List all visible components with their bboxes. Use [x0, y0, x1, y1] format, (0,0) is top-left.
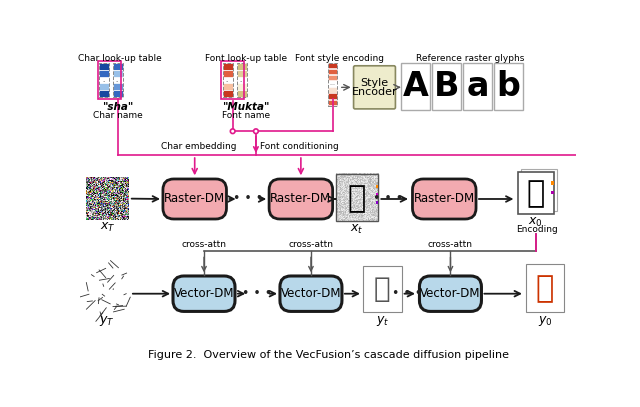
Circle shape — [230, 129, 235, 133]
Text: Vector-DM: Vector-DM — [281, 287, 341, 300]
Bar — [99, 63, 109, 70]
Bar — [237, 63, 246, 70]
Bar — [328, 88, 337, 93]
Text: $x_t$: $x_t$ — [350, 223, 364, 236]
Bar — [494, 63, 524, 110]
Bar — [363, 266, 402, 312]
Bar — [328, 75, 337, 81]
Bar — [376, 201, 378, 204]
Text: ...: ... — [330, 81, 335, 86]
Bar — [113, 63, 123, 70]
Text: ..: .. — [240, 77, 243, 83]
Bar — [463, 63, 492, 110]
Text: Encoding: Encoding — [516, 225, 558, 234]
Bar — [328, 63, 337, 106]
Text: ..: .. — [116, 77, 119, 83]
Bar — [223, 90, 233, 97]
Text: $x_T$: $x_T$ — [100, 221, 115, 234]
FancyBboxPatch shape — [419, 276, 481, 311]
Text: Vector-DM: Vector-DM — [420, 287, 481, 300]
Text: • • •: • • • — [243, 287, 273, 300]
Bar — [376, 193, 378, 196]
Bar — [336, 173, 378, 221]
Bar — [113, 83, 123, 90]
FancyBboxPatch shape — [173, 276, 235, 311]
Bar — [376, 185, 378, 188]
Text: • • •: • • • — [372, 193, 403, 206]
Text: $y_0$: $y_0$ — [538, 314, 552, 328]
Text: Raster-DM: Raster-DM — [270, 193, 332, 206]
Text: ..: .. — [226, 77, 229, 83]
Bar — [223, 63, 233, 97]
Bar — [99, 63, 109, 97]
Text: $y_T$: $y_T$ — [99, 315, 115, 328]
Text: Font look-up table: Font look-up table — [205, 54, 287, 63]
Bar — [328, 100, 337, 105]
Bar — [328, 94, 337, 99]
Bar — [113, 90, 123, 97]
Bar — [99, 83, 109, 90]
FancyBboxPatch shape — [353, 66, 396, 109]
Bar — [221, 61, 244, 99]
Text: cross-attn: cross-attn — [182, 240, 227, 249]
Text: A: A — [403, 70, 429, 103]
Circle shape — [253, 129, 259, 133]
Bar — [551, 190, 554, 195]
Text: • • •: • • • — [392, 287, 422, 300]
Text: "sha": "sha" — [102, 102, 134, 112]
Bar — [401, 63, 430, 110]
Text: র: র — [527, 179, 545, 208]
Bar — [339, 173, 378, 218]
Text: $x_0$: $x_0$ — [529, 216, 543, 229]
Text: • • •: • • • — [233, 193, 263, 206]
Bar — [223, 70, 233, 77]
Bar — [113, 63, 123, 97]
Bar — [237, 83, 246, 90]
Bar — [432, 63, 461, 110]
Text: Encoder: Encoder — [352, 87, 397, 97]
Text: B: B — [434, 70, 460, 103]
Bar — [328, 63, 337, 68]
Text: র: র — [374, 275, 390, 303]
Text: Raster-DM: Raster-DM — [413, 193, 475, 206]
Bar — [113, 70, 123, 77]
Text: Style: Style — [360, 78, 388, 88]
Text: Raster-DM: Raster-DM — [164, 193, 225, 206]
FancyBboxPatch shape — [280, 276, 342, 311]
Text: Vector-DM: Vector-DM — [173, 287, 234, 300]
Text: Char look-up table: Char look-up table — [79, 54, 162, 63]
Text: b: b — [497, 70, 520, 103]
Text: Char embedding: Char embedding — [161, 142, 236, 151]
Text: র: র — [536, 274, 554, 303]
Text: Figure 2.  Overview of the VecFusion’s cascade diffusion pipeline: Figure 2. Overview of the VecFusion’s ca… — [147, 350, 509, 360]
Bar — [98, 61, 121, 99]
Text: cross-attn: cross-attn — [428, 240, 473, 249]
Bar — [521, 169, 557, 211]
Bar — [527, 265, 564, 312]
Text: Font name: Font name — [222, 111, 270, 120]
Bar — [518, 172, 554, 214]
Bar — [223, 63, 233, 70]
FancyBboxPatch shape — [163, 179, 227, 219]
Bar — [551, 181, 554, 185]
Text: Char name: Char name — [93, 111, 143, 120]
Bar — [223, 83, 233, 90]
Text: $y_t$: $y_t$ — [376, 314, 389, 328]
Text: "Mukta": "Mukta" — [222, 102, 269, 112]
FancyBboxPatch shape — [412, 179, 476, 219]
Text: র: র — [348, 184, 366, 214]
Bar — [237, 70, 246, 77]
Bar — [99, 70, 109, 77]
Bar — [99, 90, 109, 97]
Bar — [328, 69, 337, 74]
Bar — [237, 63, 246, 97]
FancyBboxPatch shape — [269, 179, 333, 219]
Text: Font conditioning: Font conditioning — [260, 142, 339, 151]
Text: Font style encoding: Font style encoding — [295, 54, 384, 63]
Text: cross-attn: cross-attn — [289, 240, 333, 249]
Text: a: a — [467, 70, 489, 103]
Text: ..: .. — [102, 77, 106, 83]
Text: Reference raster glyphs: Reference raster glyphs — [417, 54, 525, 63]
Bar — [237, 90, 246, 97]
